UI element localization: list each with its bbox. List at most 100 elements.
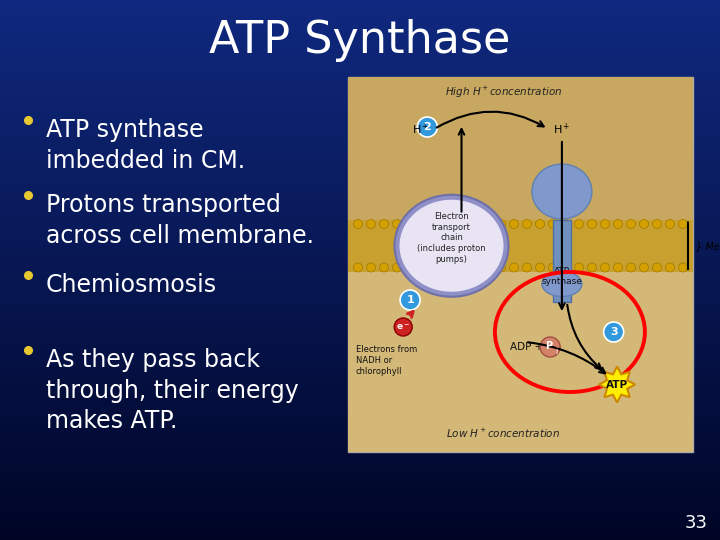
Bar [0,443,720,448]
Bar [0,529,720,535]
Bar [0,373,720,378]
Bar [0,259,720,265]
Bar [0,297,720,302]
Bar [0,292,720,297]
Bar [0,151,720,157]
Bar [0,448,720,454]
Bar [0,394,720,400]
Bar [0,286,720,292]
Circle shape [575,263,583,272]
Text: Electron
transport
chain
(includes proton
pumps): Electron transport chain (includes proto… [417,212,486,264]
Text: e$^-$: e$^-$ [396,322,410,332]
Bar [0,502,720,508]
Circle shape [549,219,557,228]
Text: Electrons from
NADH or
chlorophyll: Electrons from NADH or chlorophyll [356,345,418,376]
Bar [0,173,720,178]
Circle shape [626,219,636,228]
Bar [0,481,720,486]
Text: ATP
synthase: ATP synthase [541,267,582,286]
Ellipse shape [400,200,503,292]
Bar [0,167,720,173]
Bar [0,367,720,373]
Circle shape [510,263,518,272]
Bar [0,427,720,432]
Circle shape [523,219,531,228]
Bar [0,270,720,275]
Text: P: P [546,341,553,351]
Circle shape [523,263,531,272]
Circle shape [400,290,420,310]
Circle shape [678,263,688,272]
Ellipse shape [542,272,582,296]
Bar [0,329,720,335]
Circle shape [536,263,544,272]
Circle shape [470,219,480,228]
Bar [0,162,720,167]
Circle shape [405,263,415,272]
Circle shape [395,318,412,336]
Bar [0,97,720,103]
Bar [0,205,720,211]
Bar [0,319,720,324]
Bar [0,227,720,232]
Circle shape [418,263,428,272]
Bar [0,157,720,162]
Circle shape [603,322,624,342]
Bar [0,437,720,443]
Bar [0,389,720,394]
Text: Protons transported
across cell membrane.: Protons transported across cell membrane… [46,193,314,248]
Bar [0,146,720,151]
Bar [0,135,720,140]
Bar [348,219,693,272]
Bar [0,216,720,221]
Bar [0,86,720,92]
Bar [0,130,720,135]
Circle shape [665,219,675,228]
Bar [0,421,720,427]
Bar [0,92,720,97]
Bar [348,77,693,219]
Circle shape [665,263,675,272]
Bar [0,524,720,529]
Bar [0,475,720,481]
Circle shape [418,219,428,228]
Bar [0,518,720,524]
Circle shape [457,263,467,272]
Bar [0,416,720,421]
Bar [0,38,720,43]
Text: } Membrane: } Membrane [696,241,720,251]
Circle shape [575,219,583,228]
Bar [0,378,720,383]
Bar [0,232,720,238]
Bar [0,119,720,124]
Circle shape [354,263,362,272]
Text: i: i [555,347,557,355]
Bar [0,405,720,410]
Circle shape [418,117,437,137]
Bar [0,508,720,513]
Circle shape [626,263,636,272]
Circle shape [366,219,376,228]
Bar [348,77,693,452]
Bar [0,410,720,416]
Bar [0,0,720,5]
Bar [0,189,720,194]
Text: ATP Synthase: ATP Synthase [210,18,510,62]
Circle shape [600,263,610,272]
Bar [0,497,720,502]
Circle shape [484,219,492,228]
Bar [0,464,720,470]
Bar [0,335,720,340]
Bar [0,302,720,308]
Bar [0,356,720,362]
Bar [0,346,720,351]
Bar [0,22,720,27]
Bar [0,108,720,113]
Circle shape [588,219,596,228]
Bar [0,54,720,59]
Bar [0,221,720,227]
Circle shape [536,219,544,228]
Bar [0,70,720,76]
Circle shape [652,263,662,272]
Circle shape [392,263,402,272]
